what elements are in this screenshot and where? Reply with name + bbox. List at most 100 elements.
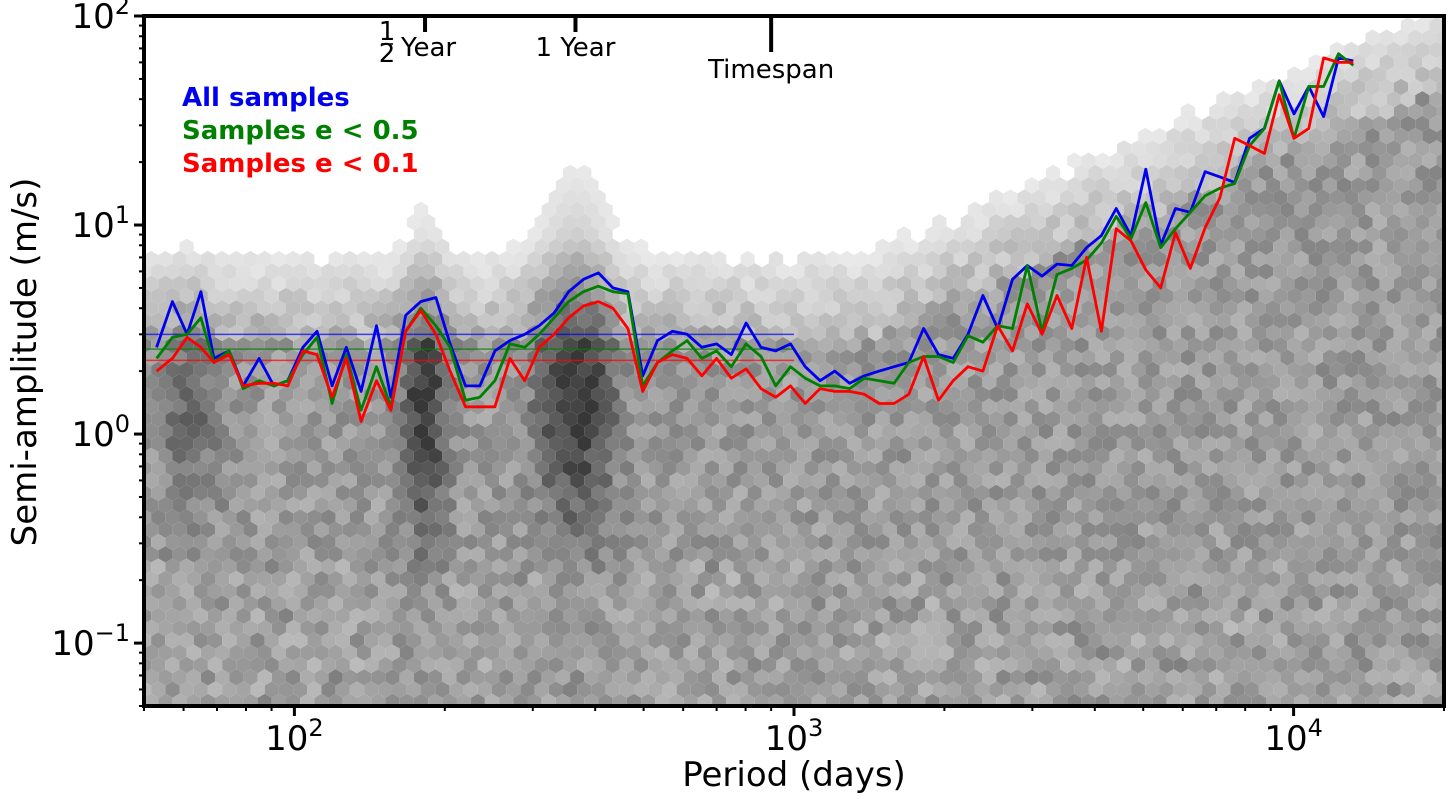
hexbin-cell <box>584 669 599 686</box>
hexbin-cell <box>1372 533 1387 551</box>
hexbin-cell <box>655 472 670 489</box>
hexbin-cell <box>1344 361 1359 378</box>
hexbin-cell <box>541 472 556 489</box>
hexbin-cell <box>1308 398 1323 415</box>
hexbin-cell <box>1337 78 1352 96</box>
hexbin-cell <box>1166 644 1181 661</box>
hexbin-cell <box>967 447 982 465</box>
hexbin-cell <box>293 558 308 575</box>
hexbin-cell <box>974 558 990 575</box>
hexbin-cell <box>236 509 251 526</box>
hexbin-cell <box>1358 115 1373 132</box>
hexbin-cell <box>1067 669 1082 686</box>
hexbin-cell <box>555 496 571 514</box>
hexbin-cell <box>605 656 620 674</box>
hexbin-cell <box>967 398 982 415</box>
hexbin-cell <box>797 423 812 440</box>
hexbin-cell <box>1415 214 1430 231</box>
hexbin-cell <box>357 669 372 686</box>
hexbin-cell <box>257 644 272 661</box>
hexbin-cell <box>1195 693 1210 706</box>
hexbin-cell <box>1045 361 1061 378</box>
hexbin-cell <box>1187 312 1203 329</box>
hexbin-cell <box>378 484 393 501</box>
hexbin-cell <box>1294 373 1309 391</box>
hexbin-cell <box>300 693 315 706</box>
hexbin-cell <box>1088 632 1103 649</box>
hexbin-cell <box>278 435 294 452</box>
hexbin-cell <box>193 509 208 526</box>
hexbin-cell <box>783 570 798 588</box>
hexbin-cell <box>1415 656 1430 674</box>
hexbin-cell <box>385 570 400 588</box>
hexbin-cell <box>130 595 144 611</box>
hexbin-cell <box>1266 521 1281 538</box>
hexbin-cell <box>1116 460 1132 477</box>
hexbin-cell <box>357 595 372 612</box>
hexbin-cell <box>818 460 833 477</box>
hexbin-cell <box>1102 607 1117 624</box>
hexbin-cell <box>200 447 215 465</box>
hexbin-cell <box>321 509 336 526</box>
hexbin-cell <box>825 250 840 268</box>
hexbin-cell <box>847 263 862 280</box>
hexbin-cell <box>626 546 642 563</box>
hexbin-cell <box>1031 361 1046 378</box>
hexbin-cell <box>662 263 677 280</box>
hexbin-cell <box>1372 189 1387 206</box>
hexbin-cell <box>1351 693 1366 706</box>
hexbin-cell <box>932 214 947 231</box>
hexbin-cell <box>832 558 847 575</box>
hexbin-cell <box>1273 287 1288 305</box>
hexbin-cell <box>1109 373 1124 391</box>
hexbin-cell <box>1372 435 1387 452</box>
hexbin-cell <box>1045 410 1061 428</box>
hexbin-cell <box>1322 226 1337 243</box>
hexbin-cell <box>889 460 904 477</box>
hexbin-cell <box>406 681 421 698</box>
hexbin-cell <box>399 275 414 292</box>
hexbin-cell <box>1379 669 1394 686</box>
hexbin-cell <box>243 398 258 415</box>
hexbin-cell <box>1358 214 1373 231</box>
hexbin-cell <box>385 693 400 706</box>
hexbin-cell <box>612 373 627 391</box>
hexbin-cell <box>215 521 230 538</box>
hexbin-cell <box>357 250 372 268</box>
hexbin-cell <box>953 300 968 317</box>
hexbin-cell <box>1117 706 1131 722</box>
hexbin-cell <box>1003 558 1018 575</box>
hexbin-cell <box>243 595 258 612</box>
hexbin-cell <box>591 361 606 378</box>
hexbin-cell <box>904 706 918 722</box>
hexbin-cell <box>1038 373 1053 391</box>
hexbin-cell <box>989 460 1004 477</box>
hexbin-cell <box>570 619 585 637</box>
hexbin-cell <box>925 669 940 686</box>
hexbin-cell <box>939 226 954 243</box>
hexbin-cell <box>349 583 365 600</box>
hexbin-cell <box>1166 546 1181 563</box>
hexbin-cell <box>349 287 365 305</box>
hexbin-cell <box>413 546 429 563</box>
hexbin-cell <box>1358 263 1373 280</box>
hexbin-cell <box>591 238 606 255</box>
hexbin-cell <box>768 472 784 489</box>
hexbin-cell <box>818 656 833 674</box>
hexbin-cell <box>619 263 634 280</box>
hexbin-cell <box>257 324 272 342</box>
hexbin-cell <box>584 546 599 563</box>
hexbin-cell <box>584 177 599 194</box>
hexbin-cell <box>470 619 485 637</box>
hexbin-cell <box>222 558 237 575</box>
hexbin-cell <box>407 706 421 722</box>
hexbin-cell <box>669 669 684 686</box>
hexbin-cell <box>1365 201 1380 219</box>
hexbin-cell <box>1237 570 1252 588</box>
hexbin-cell <box>577 263 592 280</box>
hexbin-cell <box>747 386 762 403</box>
hexbin-cell <box>903 583 919 600</box>
hexbin-cell <box>349 460 365 477</box>
hexbin-cell <box>1266 250 1281 268</box>
hexbin-cell <box>1308 373 1323 391</box>
